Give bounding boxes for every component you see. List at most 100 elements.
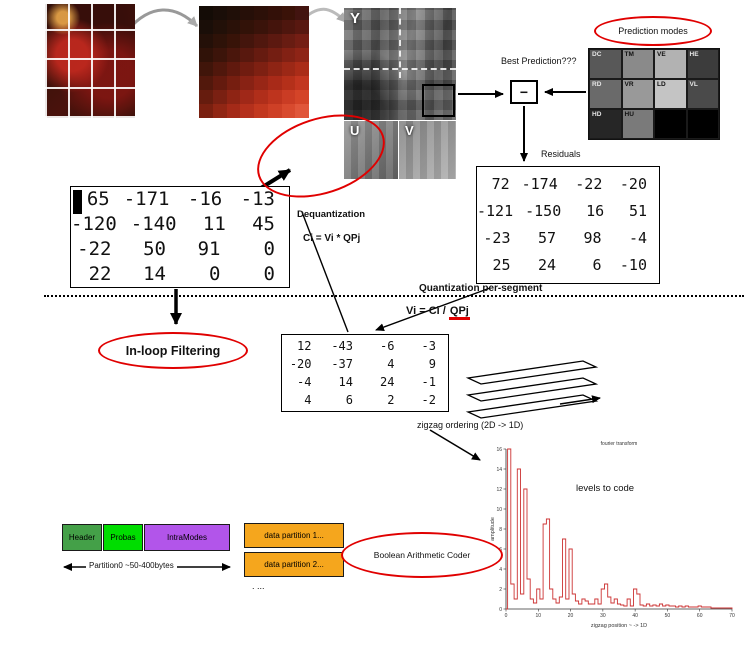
prediction-mode-label: LD [657, 81, 666, 88]
svg-text:10: 10 [496, 507, 502, 513]
matrix-cell: 24 [380, 375, 395, 389]
macroblock-pixel [240, 6, 254, 20]
prediction-mode-label: HE [689, 51, 699, 58]
matrix-cell: -6 [380, 339, 395, 353]
macroblock-pixel [240, 34, 254, 48]
prediction-mode-label: VE [657, 51, 666, 58]
macroblock-pixel [281, 90, 296, 104]
macroblock-pixel [281, 76, 296, 90]
levels-chart-svg: 0102030405060700246810121416fourier tran… [490, 441, 735, 629]
matrix-cell: -150 [525, 202, 562, 220]
y-plane: Y [344, 8, 456, 120]
dequantized-matrix: 65 -171 -16 -13 -120 -140 11 45 -22 50 91 0 22 14 0 0 [70, 186, 290, 288]
matrix-cell: -3 [421, 339, 436, 353]
inloop-filtering-label: In-loop Filtering [125, 343, 221, 358]
prediction-mode-cell: RD [589, 79, 622, 109]
data-partition-1: data partition 1... [244, 523, 344, 548]
chart-annotation: levels to code [576, 483, 634, 494]
data-partition-2: data partition 2... [244, 552, 344, 577]
matrix-cell: 72 [491, 175, 510, 193]
macroblock-pixel [295, 104, 309, 118]
matrix-cell: -13 [240, 188, 275, 210]
svg-text:60: 60 [697, 613, 703, 619]
macroblock-pixel [199, 76, 213, 90]
macroblock-pixel [226, 48, 241, 62]
macroblock-pixel [254, 34, 268, 48]
macroblock-pixel [267, 62, 282, 76]
matrix-cell: 9 [428, 357, 436, 371]
partition0-label: Partition0 ~50-400bytes [86, 561, 177, 570]
macroblock-pixel [240, 104, 254, 118]
macroblock-pixel [281, 104, 296, 118]
macroblock-pixel [254, 76, 268, 90]
prediction-modes-label: Prediction modes [618, 26, 688, 36]
matrix-cell: -20 [619, 175, 647, 193]
matrix-cell: 4 [304, 393, 312, 407]
header-box: Header [62, 524, 102, 551]
matrix-cell: 98 [583, 229, 602, 247]
chart-series [506, 448, 733, 610]
macroblock-pixel [199, 104, 213, 118]
prediction-mode-cell [654, 109, 687, 139]
matrix-row: 72 -174 -22 -20 [477, 171, 659, 198]
macroblock-pixel [281, 20, 296, 34]
macroblock-pixel [226, 62, 241, 76]
matrix-cell: -16 [187, 188, 223, 210]
macroblock-pixel [212, 20, 227, 34]
matrix-cell: -174 [521, 175, 558, 193]
macroblock-pixel [199, 34, 213, 48]
matrix-cell: 4 [387, 357, 395, 371]
boolean-arithmetic-coder-ellipse: Boolean Arithmetic Coder [341, 532, 503, 578]
macroblock-pixel [281, 34, 296, 48]
matrix-cursor-bar [73, 190, 82, 214]
probas-box-label: Probas [110, 533, 136, 542]
macroblock-pixel [199, 48, 213, 62]
matrix-cell: 6 [592, 256, 602, 274]
matrix-cell: 50 [143, 238, 166, 260]
matrix-row: -4 14 24 -1 [282, 373, 448, 391]
prediction-mode-cell: VR [621, 79, 654, 109]
svg-text:70: 70 [729, 613, 735, 619]
matrix-cell: -140 [130, 213, 177, 235]
matrix-cell: 12 [297, 339, 312, 353]
matrix-cell: 22 [88, 263, 112, 285]
current-block-outline [422, 84, 455, 117]
prediction-mode-label: HU [624, 111, 634, 118]
macroblock-pixel [295, 76, 309, 90]
probas-box: Probas [103, 524, 143, 551]
prediction-mode-cell: DC [589, 49, 622, 79]
prediction-mode-label: DC [592, 51, 602, 58]
matrix-cell: 51 [628, 202, 647, 220]
zigzag-graphic [465, 360, 601, 419]
macroblock-pixel [199, 90, 213, 104]
arrow-zigzag-to-chart [429, 429, 481, 461]
matrix-row: 22 14 0 0 [71, 262, 289, 287]
macroblock-pixel [240, 62, 254, 76]
macroblock-pixel [212, 48, 227, 62]
source-image [45, 4, 135, 118]
matrix-cell: -4 [628, 229, 647, 247]
prediction-mode-cell: VE [654, 49, 687, 79]
svg-text:30: 30 [600, 613, 606, 619]
inloop-filtering-ellipse: In-loop Filtering [98, 332, 248, 369]
macroblock-pixel [254, 62, 268, 76]
svg-text:10: 10 [536, 613, 542, 619]
svg-text:14: 14 [496, 467, 502, 473]
matrix-cell: 91 [197, 238, 221, 260]
svg-text:4: 4 [499, 567, 502, 573]
matrix-row: -20 -37 4 9 [282, 355, 448, 373]
prediction-mode-cell: TM [621, 49, 654, 79]
prediction-mode-label: VR [624, 81, 634, 88]
quantization-per-segment-label: Quantization per-segment [419, 283, 543, 294]
macroblock-pixel [295, 90, 309, 104]
macroblock-pixel [281, 6, 296, 20]
matrix-cell: -43 [331, 339, 353, 353]
macroblock-pixel [212, 90, 227, 104]
macroblock-pixel [281, 62, 296, 76]
zigzag-ordering-label: zigzag ordering (2D -> 1D) [417, 420, 524, 430]
macroblock-pixel [267, 20, 282, 34]
macroblock-pixel [267, 76, 282, 90]
matrix-row: 65 -171 -16 -13 [71, 187, 289, 212]
intramodes-box-label: IntraModes [166, 533, 208, 542]
matrix-cell: -10 [619, 256, 647, 274]
